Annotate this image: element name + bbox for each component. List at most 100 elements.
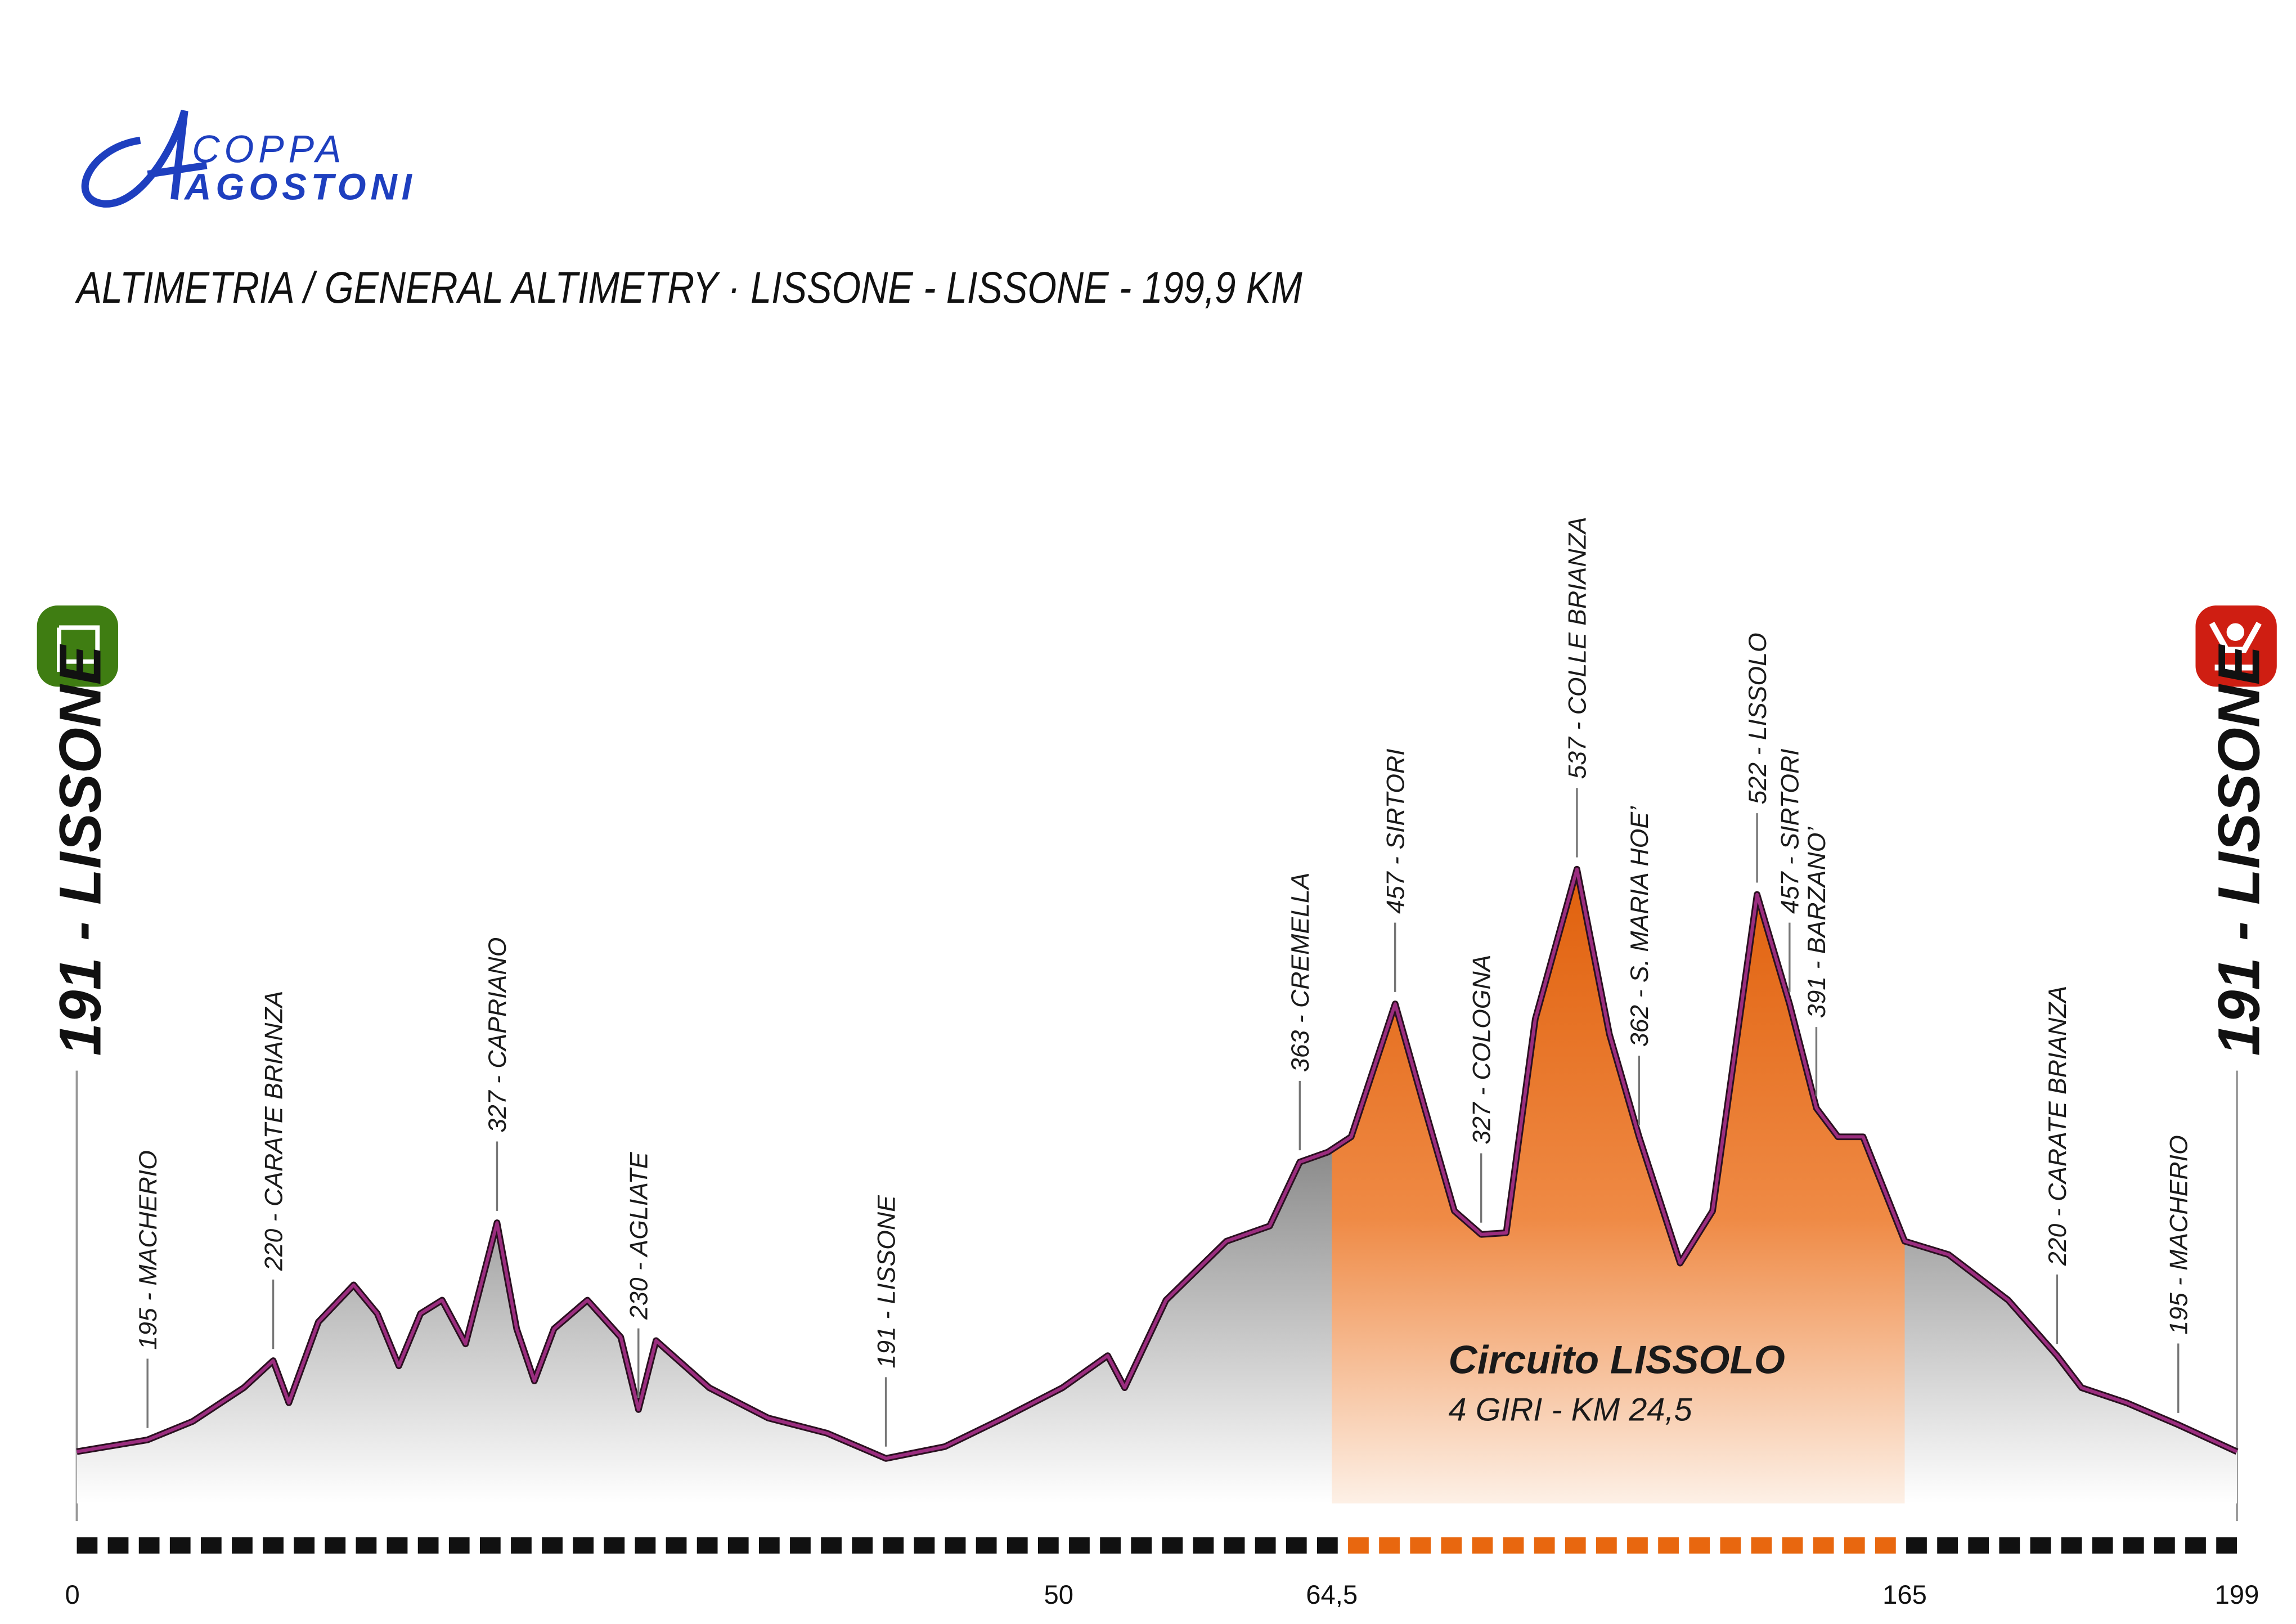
- distance-dash: [821, 1537, 842, 1554]
- finish-head: [2226, 623, 2245, 641]
- logo-line2: AGOSTONI: [183, 166, 416, 207]
- distance-dash: [107, 1537, 129, 1554]
- start-flag: [57, 625, 100, 672]
- distance-dash: [2216, 1537, 2237, 1554]
- distance-dash: [573, 1537, 594, 1554]
- start-icon: [37, 605, 119, 687]
- distance-dash: [1224, 1537, 1245, 1554]
- distance-dash: [2123, 1537, 2144, 1554]
- distance-dash: [1596, 1537, 1617, 1554]
- circuit-title: Circuito LISSOLO: [1449, 1338, 1785, 1383]
- distance-dash: [2092, 1537, 2113, 1554]
- distance-dash: [1069, 1537, 1090, 1554]
- start-label: 191 - LISSONE: [48, 644, 114, 1056]
- distance-dash: [666, 1537, 687, 1554]
- distance-dash: [1565, 1537, 1586, 1554]
- x-tick-label: 64,5: [1306, 1580, 1358, 1610]
- distance-dash: [697, 1537, 718, 1554]
- circuit-area: [1332, 869, 1905, 1504]
- distance-dash: [1937, 1537, 1958, 1554]
- distance-dash: [1999, 1537, 2020, 1554]
- distance-dash: [356, 1537, 377, 1554]
- annotation: 327 - COLOGNA: [1468, 955, 1495, 1145]
- annotation: 195 - MACHERIO: [2165, 1135, 2193, 1334]
- distance-dash: [976, 1537, 997, 1554]
- annotation: 195 - MACHERIO: [134, 1150, 162, 1349]
- annotation: 327 - CAPRIANO: [484, 937, 511, 1133]
- distance-dash: [945, 1537, 966, 1554]
- distance-dash: [2030, 1537, 2051, 1554]
- x-tick-label: 199: [2215, 1580, 2259, 1610]
- distance-dash: [1317, 1537, 1338, 1554]
- distance-dash: [914, 1537, 935, 1554]
- distance-dash: [511, 1537, 532, 1554]
- distance-dash: [1813, 1537, 1834, 1554]
- distance-dash: [727, 1537, 749, 1554]
- circuit-subtitle: 4 GIRI - KM 24,5: [1449, 1392, 1693, 1428]
- annotation: 457 - SIRTORI: [1382, 748, 1409, 913]
- profile-line: [77, 867, 2238, 1460]
- distance-dash: [1286, 1537, 1307, 1554]
- distance-dash: [2061, 1537, 2082, 1554]
- annotation: 191 - LISSONE: [873, 1195, 900, 1369]
- distance-dash: [1037, 1537, 1059, 1554]
- annotation: 230 - AGLIATE: [626, 1151, 653, 1320]
- distance-dash: [200, 1537, 222, 1554]
- distance-dash: [232, 1537, 253, 1554]
- distance-dash: [1472, 1537, 1493, 1554]
- distance-dash: [1348, 1537, 1369, 1554]
- distance-dash: [1255, 1537, 1276, 1554]
- annotation: 220 - CARATE BRIANZA: [2044, 986, 2072, 1266]
- distance-dash: [1503, 1537, 1524, 1554]
- distance-dash: [852, 1537, 873, 1554]
- distance-dash: [138, 1537, 160, 1554]
- logo-mark: [81, 110, 208, 208]
- distance-dash: [790, 1537, 811, 1554]
- distance-dash: [417, 1537, 439, 1554]
- distance-dash: [1379, 1537, 1400, 1554]
- distance-dash: [1782, 1537, 1803, 1554]
- logo: COPPA AGOSTONI: [81, 110, 416, 208]
- distance-dash: [1689, 1537, 1710, 1554]
- distance-dash: [1534, 1537, 1555, 1554]
- distance-dash: [1751, 1537, 1772, 1554]
- finish-label: 191 - LISSONE: [2206, 644, 2272, 1056]
- annotation: 522 - LISSOLO: [1744, 632, 1772, 804]
- distance-dash: [1844, 1537, 1865, 1554]
- finish-figure: [2209, 621, 2262, 671]
- annotation: 220 - CARATE BRIANZA: [260, 991, 287, 1271]
- distance-dash: [1100, 1537, 1121, 1554]
- profile-area: [77, 869, 2237, 1504]
- distance-dash: [448, 1537, 470, 1554]
- x-tick-label: 0: [65, 1580, 80, 1610]
- x-tick-label: 165: [1882, 1580, 1927, 1610]
- distance-dash: [1410, 1537, 1431, 1554]
- logo-line1: COPPA: [192, 128, 345, 171]
- distance-dash: [294, 1537, 315, 1554]
- annotation: 362 - S. MARIA HOE’: [1626, 806, 1654, 1047]
- finish-icon: [2195, 605, 2277, 687]
- annotation: 363 - CREMELLA: [1287, 873, 1314, 1073]
- distance-dash: [1162, 1537, 1183, 1554]
- distance-dash: [1720, 1537, 1741, 1554]
- distance-dash: [542, 1537, 563, 1554]
- distance-dash: [1627, 1537, 1648, 1554]
- distance-dash: [479, 1537, 501, 1554]
- distance-dash: [1875, 1537, 1896, 1554]
- distance-dash: [1131, 1537, 1152, 1554]
- distance-dash: [635, 1537, 656, 1554]
- distance-dash: [604, 1537, 625, 1554]
- annotation: 391 - BARZANO’: [1803, 827, 1831, 1019]
- distance-dash: [325, 1537, 346, 1554]
- distance-dash: [2154, 1537, 2175, 1554]
- distance-dash: [77, 1537, 98, 1554]
- distance-dash: [387, 1537, 408, 1554]
- distance-dash: [1968, 1537, 1989, 1554]
- distance-dash: [263, 1537, 284, 1554]
- distance-dash: [758, 1537, 780, 1554]
- distance-dash: [1658, 1537, 1679, 1554]
- annotation: 537 - COLLE BRIANZA: [1564, 517, 1592, 779]
- distance-dash: [2185, 1537, 2206, 1554]
- distance-dash: [169, 1537, 191, 1554]
